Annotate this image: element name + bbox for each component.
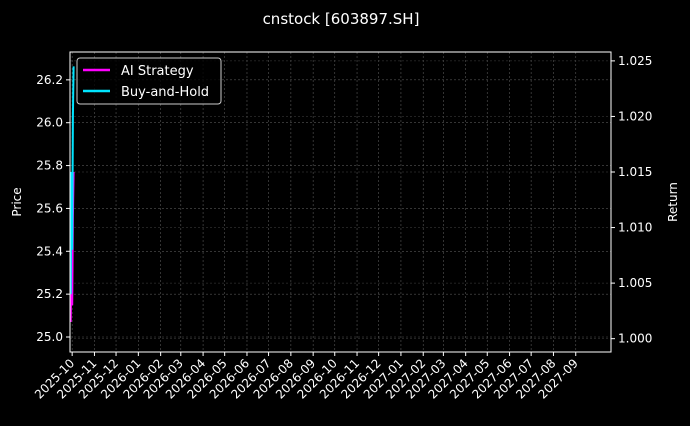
- y-right-tick-label: 1.015: [618, 165, 652, 179]
- y-left-tick-label: 26.2: [36, 73, 63, 87]
- legend-label-ai-strategy: AI Strategy: [121, 64, 194, 79]
- y-left-tick-label: 25.2: [36, 287, 63, 301]
- y-right-tick-label: 1.020: [618, 109, 652, 123]
- y-axis-right: 1.000 1.005 1.010 1.015 1.020 1.025: [611, 54, 652, 346]
- y-right-tick-label: 1.005: [618, 276, 652, 290]
- legend-box: [76, 57, 222, 105]
- y-label-left: Price: [10, 187, 24, 216]
- y-right-tick-label: 1.010: [618, 221, 652, 235]
- legend: AI Strategy Buy-and-Hold: [76, 57, 222, 105]
- y-left-tick-label: 25.6: [36, 201, 63, 215]
- y-left-tick-label: 25.8: [36, 159, 63, 173]
- chart-title: cnstock [603897.SH]: [263, 10, 420, 28]
- x-axis: 2025-102025-112025-122026-012026-022026-…: [32, 352, 581, 402]
- y-axis-left: 25.0 25.2 25.4 25.6 25.8 26.0 26.2: [36, 73, 70, 344]
- y-right-tick-label: 1.000: [618, 332, 652, 346]
- legend-label-buy-and-hold: Buy-and-Hold: [121, 85, 209, 100]
- y-left-tick-label: 25.0: [36, 330, 63, 344]
- y-left-tick-label: 26.0: [36, 116, 63, 130]
- y-left-tick-label: 25.4: [36, 244, 63, 258]
- series-line-buy-and-hold: [69, 66, 75, 295]
- y-right-tick-label: 1.025: [618, 54, 652, 68]
- y-label-right: Return: [666, 182, 680, 222]
- plot-frame: [69, 51, 612, 353]
- series-lines: [69, 66, 75, 323]
